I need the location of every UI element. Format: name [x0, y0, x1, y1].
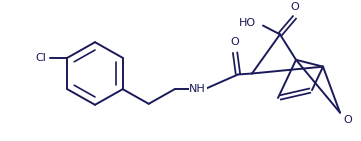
Text: O: O: [231, 37, 239, 47]
Text: HO: HO: [239, 18, 256, 28]
Text: NH: NH: [189, 84, 206, 94]
Text: O: O: [343, 115, 352, 125]
Text: O: O: [291, 2, 299, 12]
Text: Cl: Cl: [35, 53, 46, 63]
